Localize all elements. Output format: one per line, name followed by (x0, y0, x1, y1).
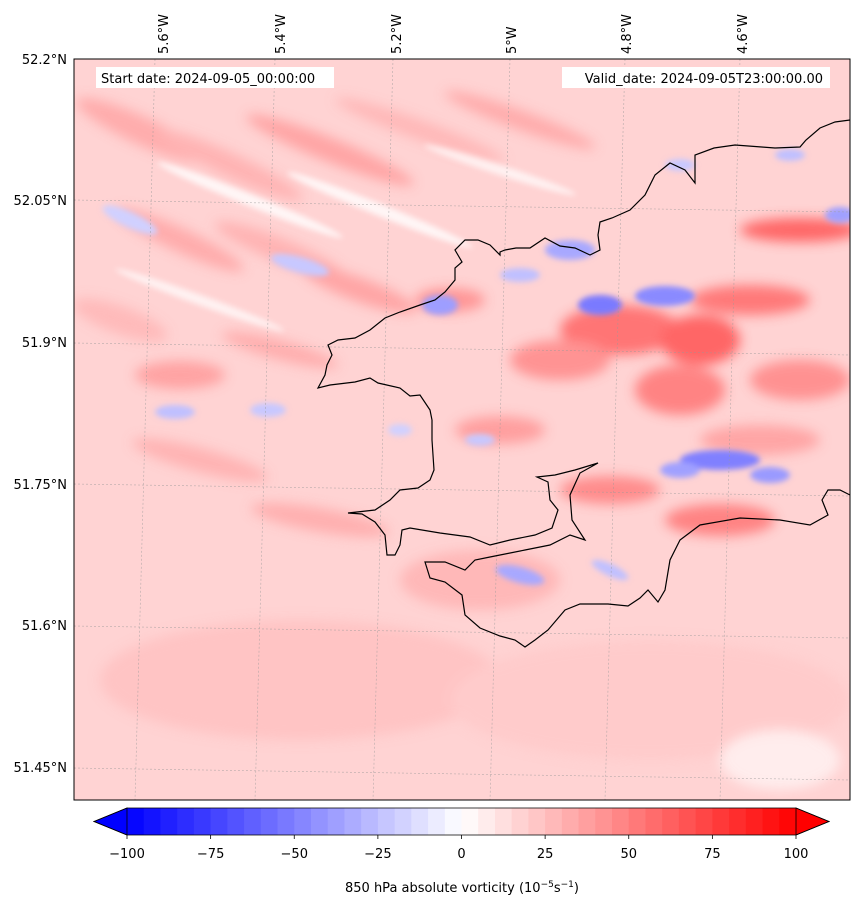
colorbar-cell (277, 808, 295, 835)
colorbar-cell (645, 808, 663, 835)
valid-date-box (562, 67, 830, 88)
map-frame (73, 58, 851, 801)
colorbar-cell (494, 808, 513, 835)
lon-label-5: 4.8°W (620, 14, 635, 54)
colorbar-cell (394, 808, 412, 835)
colorbar-cell (762, 808, 780, 835)
colorbar-cell (478, 808, 496, 835)
lon-label-1: 5.6°W (157, 14, 172, 54)
lon-label-3: 5.2°W (390, 14, 405, 54)
colorbar-cell (561, 808, 580, 835)
lat-label-2: 52.05°N (14, 194, 67, 209)
colorbar-tick-label: −25 (364, 847, 391, 862)
coastline (316, 119, 850, 648)
colorbar: −100 −75 −50 −25 0 25 50 75 100 850 hPa absolute… (92, 807, 831, 896)
colorbar-cell (678, 808, 697, 835)
colorbar-cell (662, 808, 680, 835)
colorbar-cell (745, 808, 764, 835)
colorbar-cell (628, 808, 647, 835)
colorbar-cell (361, 808, 379, 835)
lat-label-5: 51.6°N (22, 619, 67, 634)
colorbar-cell (227, 808, 245, 835)
colorbar-extend-low (92, 807, 128, 836)
colorbar-cell (160, 808, 178, 835)
colorbar-tick-label: 50 (620, 847, 637, 862)
lon-label-6: 4.6°W (736, 14, 751, 54)
colorbar-cell (461, 808, 479, 835)
colorbar-tick-label: 100 (784, 847, 809, 862)
lat-label-6: 51.45°N (14, 761, 67, 776)
colorbar-cell (411, 808, 429, 835)
colorbar-tick-label: 25 (537, 847, 554, 862)
valid-date-label: Valid_date: 2024-09-05T23:00:00.00 (585, 72, 823, 87)
colorbar-tick-label: 75 (704, 847, 721, 862)
lon-label-2: 5.4°W (274, 14, 289, 54)
start-date-box (96, 67, 334, 88)
colorbar-cell (595, 808, 613, 835)
colorbar-cell (578, 808, 596, 835)
colorbar-label: 850 hPa absolute vorticity (10−5s−1) (345, 880, 579, 896)
colorbar-cell (193, 808, 212, 835)
colorbar-tick-label: −75 (197, 847, 224, 862)
colorbar-cell (327, 808, 346, 835)
colorbar-extend-high (795, 807, 831, 836)
colorbar-cell (127, 808, 145, 835)
lon-label-4: 5°W (505, 26, 520, 54)
longitude-labels: 5.6°W 5.4°W 5.2°W 5°W 4.8°W 4.6°W (157, 14, 751, 54)
colorbar-cell (294, 808, 312, 835)
colorbar-cell (695, 808, 713, 835)
colorbar-cell (444, 808, 463, 835)
colorbar-cell (143, 808, 162, 835)
colorbar-cell (260, 808, 279, 835)
colorbar-cell (428, 808, 446, 835)
colorbar-cell (210, 808, 228, 835)
colorbar-tick-label: −50 (281, 847, 308, 862)
colorbar-tick-label: −100 (109, 847, 145, 862)
colorbar-cell (377, 808, 396, 835)
lat-label-1: 52.2°N (22, 53, 67, 68)
colorbar-cell (779, 808, 797, 835)
vorticity-field (74, 59, 850, 800)
colorbar-cell (712, 808, 730, 835)
lat-label-4: 51.75°N (14, 478, 67, 493)
colorbar-tick-label: 0 (457, 847, 465, 862)
colorbar-ticks: −100 −75 −50 −25 0 25 50 75 100 (109, 835, 808, 862)
colorbar-cell (545, 808, 563, 835)
graticule (74, 59, 850, 800)
colorbar-cell (310, 808, 329, 835)
colorbar-cell (244, 808, 262, 835)
colorbar-cell (511, 808, 529, 835)
colorbar-cell (177, 808, 195, 835)
latitude-labels: 52.2°N 52.05°N 51.9°N 51.75°N 51.6°N 51.… (14, 53, 67, 776)
lat-label-3: 51.9°N (22, 336, 67, 351)
colorbar-cell (344, 808, 362, 835)
colorbar-cell (528, 808, 546, 835)
colorbar-cells (127, 808, 797, 835)
colorbar-cell (729, 808, 747, 835)
start-date-label: Start date: 2024-09-05_00:00:00 (101, 72, 315, 87)
colorbar-cell (612, 808, 630, 835)
